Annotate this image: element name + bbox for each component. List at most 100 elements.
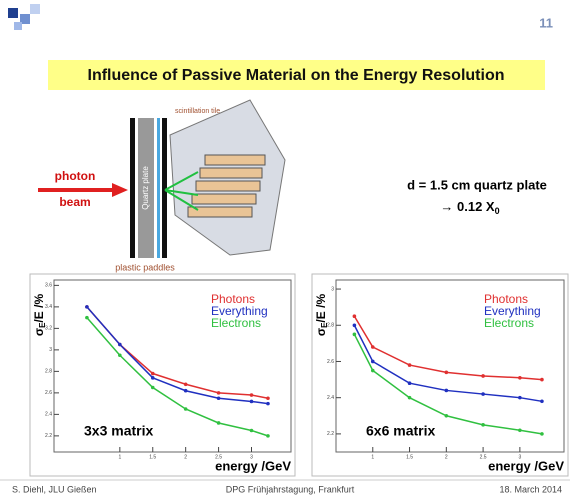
y-label-symbol: σ: [314, 328, 328, 336]
tile-label: scintillation tile: [175, 108, 220, 115]
note: → 0.12 X0: [440, 199, 499, 216]
data-point: [266, 401, 270, 406]
paddle: [130, 118, 135, 258]
data-point: [183, 382, 188, 387]
data-point: [249, 428, 254, 433]
y-tick-label: 2.2: [45, 433, 52, 439]
logo: [20, 14, 30, 24]
data-point: [183, 388, 188, 393]
beam-arrow-head: [112, 183, 128, 197]
slide-title: Influence of Passive Material on the Ene…: [88, 67, 505, 84]
y-label-symbol: σ: [32, 328, 46, 336]
y-tick-label: 2.6: [327, 359, 334, 365]
data-point: [150, 371, 155, 376]
y-label-rest: /E /%: [32, 294, 46, 323]
note-text: → 0.12 X: [440, 199, 495, 214]
y-axis-label: σE/E /%: [314, 294, 329, 337]
x-tick-label: 3: [250, 454, 253, 460]
x-tick-label: 3: [518, 454, 521, 460]
data-point: [370, 368, 375, 373]
data-point: [249, 393, 254, 397]
data-point: [85, 305, 89, 309]
x-tick-label: 2: [184, 454, 187, 460]
data-point: [266, 434, 270, 438]
note-sub: 0: [495, 206, 500, 216]
crystals: [187, 154, 266, 218]
data-point: [481, 374, 485, 378]
scint-tile: [157, 118, 160, 258]
y-tick-label: 3.2: [45, 326, 52, 332]
annotation: 6x6 matrix: [366, 423, 435, 439]
x-tick-label: 2: [445, 454, 448, 460]
page-number: 11: [539, 15, 553, 30]
data-point: [518, 395, 522, 400]
x-tick-label: 2.5: [480, 454, 487, 460]
annotation: 3x3 matrix: [84, 423, 153, 439]
x-axis-label: energy /GeV: [215, 458, 291, 473]
chart-frame: [29, 273, 296, 477]
plot-area: [53, 279, 292, 453]
y-tick-label: 3: [331, 286, 334, 292]
data-point: [407, 363, 412, 367]
paddle: [162, 118, 167, 258]
x-tick-label: 1: [118, 454, 121, 460]
data-point: [216, 396, 221, 401]
y-tick-label: 3.6: [45, 283, 52, 289]
plot-area: [335, 279, 565, 453]
chart-frame: [311, 273, 569, 477]
data-point: [444, 413, 449, 418]
y-label-sub: E: [320, 322, 329, 328]
y-axis-label: σE/E /%: [32, 294, 47, 337]
data-point: [540, 432, 544, 436]
data-point: [407, 381, 412, 386]
legend-entry: Everything: [484, 304, 541, 318]
light-rays: [164, 171, 199, 211]
x-tick-label: 1: [371, 454, 374, 460]
data-point: [352, 314, 357, 319]
y-tick-label: 2.4: [45, 412, 52, 418]
data-point: [352, 323, 357, 328]
data-point: [407, 395, 412, 400]
x-tick-label: 2.5: [215, 454, 222, 460]
x-axis-label: energy /GeV: [488, 458, 564, 473]
data-point: [150, 376, 155, 380]
y-tick-label: 2.2: [327, 431, 334, 437]
paddles-label: plastic paddles: [115, 262, 175, 272]
x-tick-label: 1.5: [149, 454, 156, 460]
data-point: [481, 392, 485, 396]
data-point: [85, 315, 89, 320]
data-point: [540, 377, 544, 382]
footer: DPG Frühjahrstagung, Frankfurt: [226, 484, 355, 494]
data-point: [540, 399, 544, 404]
y-tick-label: 2.6: [45, 390, 52, 396]
data-point: [266, 396, 270, 401]
y-tick-label: 2.8: [45, 369, 52, 375]
legend-entry: Photons: [484, 292, 528, 306]
data-point: [216, 391, 221, 395]
y-tick-label: 2.8: [327, 323, 334, 329]
legend-entry: Photons: [211, 292, 255, 306]
data-point: [518, 375, 522, 380]
data-point: [118, 353, 122, 358]
y-tick-label: 3: [49, 347, 52, 353]
plate-label: Quartz plate: [141, 166, 150, 210]
data-point: [352, 332, 357, 337]
data-point: [444, 388, 449, 393]
data-point: [249, 399, 254, 404]
data-point: [118, 342, 122, 347]
quartz-plate: [138, 118, 154, 258]
y-tick-label: 3.4: [45, 304, 52, 310]
note: d = 1.5 cm quartz plate: [407, 177, 547, 192]
y-tick-label: 2.4: [327, 395, 334, 401]
beam-label: photon: [55, 169, 96, 183]
data-point: [518, 428, 522, 433]
legend-entry: Electrons: [484, 316, 534, 330]
data-point: [444, 370, 449, 375]
x-tick-label: 1.5: [406, 454, 413, 460]
beam-label: beam: [59, 195, 90, 209]
logo: [8, 8, 18, 18]
y-label-rest: /E /%: [314, 294, 328, 323]
data-point: [370, 359, 375, 364]
